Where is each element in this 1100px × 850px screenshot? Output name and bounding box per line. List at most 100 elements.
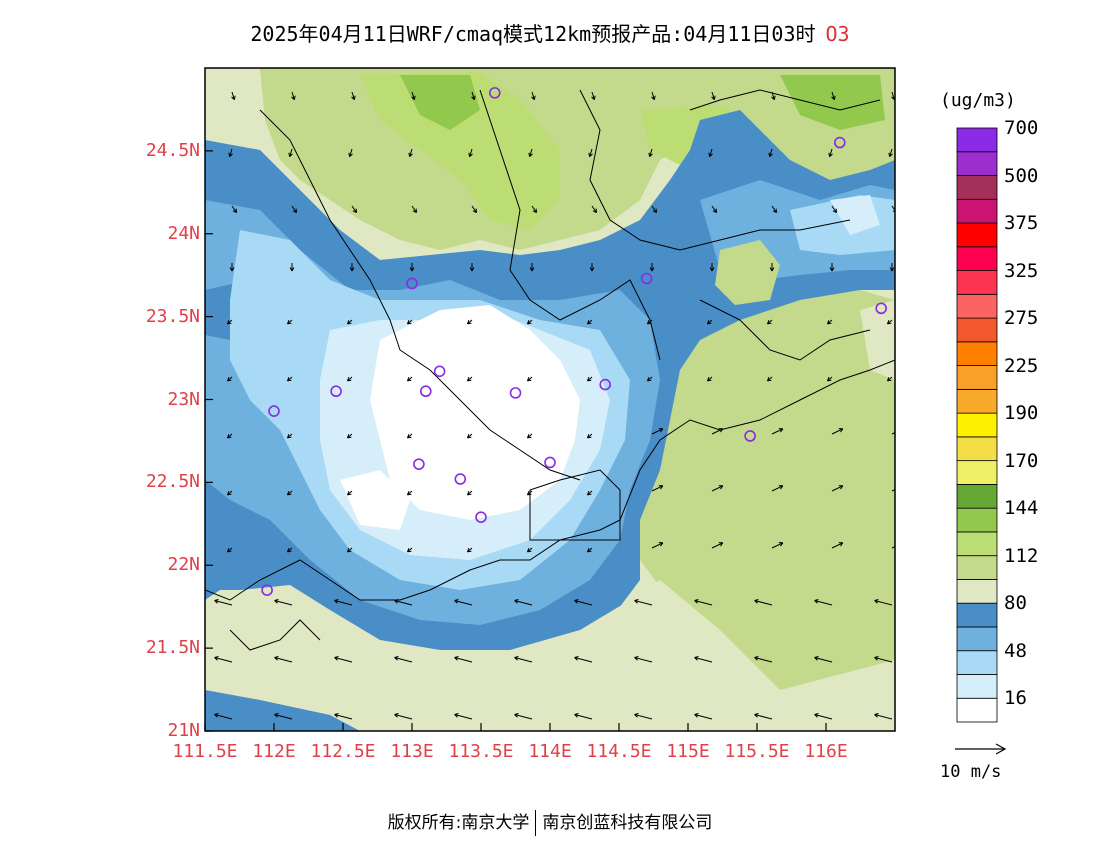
wind-arrow xyxy=(574,599,593,606)
colorbar-swatch xyxy=(956,412,998,438)
wind-arrow xyxy=(711,91,716,101)
wind-arrow xyxy=(214,599,233,606)
wind-arrow xyxy=(454,656,473,663)
wind-arrow xyxy=(828,148,833,158)
wind-arrow xyxy=(771,542,784,549)
wind-arrow xyxy=(214,713,233,720)
field-north-green3 xyxy=(400,75,480,130)
colorbar-swatch xyxy=(956,388,998,414)
wind-arrow xyxy=(586,433,593,439)
lat-tick-label: 23N xyxy=(167,388,200,410)
wind-arrow xyxy=(711,485,724,492)
wind-arrow xyxy=(531,205,538,214)
lon-tick-label: 112E xyxy=(252,741,296,762)
wind-arrow xyxy=(348,148,353,158)
wind-arrow xyxy=(586,547,593,553)
lat-tick-label: 24.5N xyxy=(145,139,200,161)
colorbar-swatch xyxy=(956,531,998,557)
wind-arrow xyxy=(289,263,295,272)
wind-arrow xyxy=(274,713,293,720)
wind-arrow xyxy=(231,205,238,214)
colorbar-swatch xyxy=(956,270,998,295)
colorbar-swatch xyxy=(956,293,998,319)
wind-arrow xyxy=(891,545,895,549)
wind-arrow xyxy=(826,319,833,325)
footer-separator xyxy=(535,810,537,836)
station-marker xyxy=(330,385,342,398)
wind-arrow xyxy=(766,319,773,325)
station-marker xyxy=(454,473,467,485)
wind-arrow xyxy=(706,376,713,382)
wind-arrow xyxy=(406,490,413,496)
wind-arrow xyxy=(466,319,473,325)
station-marker xyxy=(599,378,612,391)
station-marker xyxy=(509,387,522,399)
colorbar-swatch xyxy=(956,365,998,390)
colorbar-swatch xyxy=(956,341,998,366)
station-marker xyxy=(488,87,501,99)
colorbar-label: 170 xyxy=(1004,449,1039,472)
lat-tick-label: 24N xyxy=(167,222,200,244)
wind-arrow xyxy=(591,91,596,101)
wind-arrow xyxy=(346,490,353,496)
wind-arrow xyxy=(466,490,473,496)
wind-arrow xyxy=(291,205,298,214)
lon-tick-label: 111.5E xyxy=(172,741,238,762)
border-4 xyxy=(689,89,881,111)
wind-arrow xyxy=(646,319,653,325)
wind-arrow xyxy=(528,148,533,158)
station-marker xyxy=(875,302,888,315)
wind-arrow xyxy=(274,656,293,663)
wind-arrow xyxy=(454,713,473,720)
wind-arrow xyxy=(888,148,893,158)
wind-arrow xyxy=(466,376,473,382)
station-marker xyxy=(419,385,432,398)
colorbar xyxy=(956,127,998,723)
wind-arrow xyxy=(526,547,533,553)
lat-tick-label: 21.5N xyxy=(145,637,200,659)
wind-arrow xyxy=(874,713,893,720)
wind-arrow xyxy=(754,656,773,663)
boundaries xyxy=(205,89,895,651)
wind-arrow xyxy=(771,205,778,214)
wind-arrow xyxy=(831,91,836,101)
wind-arrow xyxy=(409,263,415,272)
wind-arrow xyxy=(334,599,353,606)
colorbar-label: 190 xyxy=(1004,402,1039,425)
wind-arrow xyxy=(694,599,713,606)
wind-arrow xyxy=(288,148,293,158)
wind-arrow xyxy=(468,148,473,158)
wind-arrow xyxy=(394,599,413,606)
colorbar-label: 500 xyxy=(1004,164,1039,187)
wind-arrow xyxy=(651,91,656,101)
wind-arrow xyxy=(646,376,653,382)
wind-arrow xyxy=(526,376,533,382)
wind-arrow xyxy=(394,713,413,720)
footer-right: 南京创蓝科技有限公司 xyxy=(542,813,713,833)
colorbar-swatch xyxy=(956,626,998,652)
border-6 xyxy=(699,299,871,361)
wind-arrow xyxy=(286,490,293,496)
border-2 xyxy=(479,89,661,361)
wind-arrow xyxy=(651,428,664,435)
station-marker xyxy=(640,272,653,285)
colorbar-label: 375 xyxy=(1004,212,1039,235)
wind-arrow xyxy=(711,542,724,549)
border-hk xyxy=(529,469,621,541)
wind-arrow xyxy=(768,148,773,158)
axis-ticks xyxy=(204,150,827,732)
field-white-sw xyxy=(340,470,410,530)
wind-arrow xyxy=(286,547,293,553)
wind-arrow xyxy=(769,263,775,272)
wind-arrow xyxy=(526,319,533,325)
wind-arrow xyxy=(346,547,353,553)
wind-arrow xyxy=(291,91,296,101)
wind-arrow xyxy=(226,547,233,553)
wind-arrow xyxy=(226,319,233,325)
wind-arrow xyxy=(351,205,358,214)
wind-arrow xyxy=(466,547,473,553)
wind-arrow xyxy=(574,656,593,663)
wind-arrow xyxy=(814,599,833,606)
